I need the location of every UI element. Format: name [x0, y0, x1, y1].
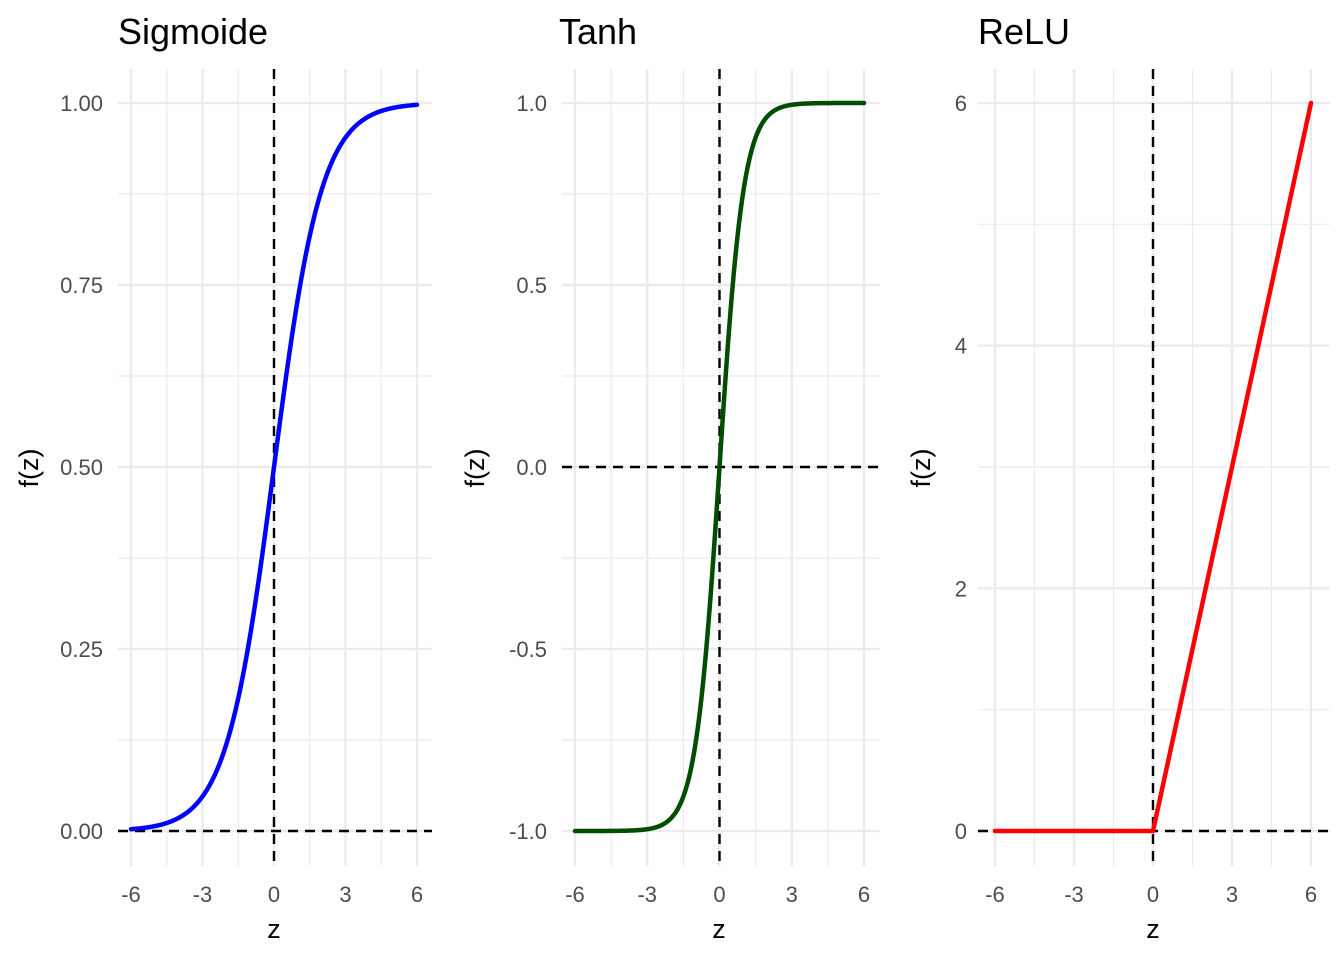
tanh-panel: -6 -3 0 3 6 -1.0 -0.5 0.0 0.5 1.0 z f(z) Tanh: [460, 11, 880, 944]
x-axis-label: z: [267, 914, 281, 944]
relu-panel: -6 -3 0 3 6 0 2 4 6 z f(z) ReLU: [906, 11, 1330, 944]
y-tick-label: -1.0: [509, 819, 547, 844]
x-tick-label: 3: [339, 882, 351, 907]
x-tick-label: -3: [637, 882, 657, 907]
x-tick-label: 6: [858, 882, 870, 907]
x-tick-label: -6: [565, 882, 585, 907]
x-tick-label: 6: [411, 882, 423, 907]
y-tick-label: 4: [955, 334, 967, 359]
y-tick-label: 1.00: [60, 91, 103, 116]
x-tick-label: 3: [1226, 882, 1238, 907]
x-tick-label: -6: [121, 882, 141, 907]
y-tick-label: 0.0: [516, 455, 547, 480]
x-tick-label: 6: [1305, 882, 1317, 907]
series-line: [572, 100, 867, 834]
y-tick-label: 0.75: [60, 273, 103, 298]
panel-title: Tanh: [559, 11, 637, 52]
y-axis-label: f(z): [460, 449, 490, 488]
y-tick-label: 0.25: [60, 637, 103, 662]
panel-title: Sigmoide: [118, 11, 268, 52]
y-tick-label: 2: [955, 576, 967, 601]
y-axis-label: f(z): [14, 449, 44, 488]
y-axis-label: f(z): [906, 449, 936, 488]
x-tick-label: -6: [985, 882, 1005, 907]
x-tick-label: -3: [193, 882, 213, 907]
y-tick-label: -0.5: [509, 637, 547, 662]
x-tick-label: 0: [713, 882, 725, 907]
panel-title: ReLU: [978, 11, 1070, 52]
x-tick-label: 0: [1147, 882, 1159, 907]
y-tick-label: 0.50: [60, 455, 103, 480]
y-tick-label: 6: [955, 91, 967, 116]
y-tick-label: 0.00: [60, 819, 103, 844]
series-line: [128, 102, 420, 832]
x-axis-label: z: [712, 914, 726, 944]
x-tick-label: -3: [1064, 882, 1084, 907]
x-axis-label: z: [1146, 914, 1160, 944]
y-tick-label: 1.0: [516, 91, 547, 116]
y-tick-label: 0.5: [516, 273, 547, 298]
series-line: [992, 100, 1314, 834]
y-tick-label: 0: [955, 819, 967, 844]
sigmoid-panel: -6 -3 0 3 6 0.00 0.25 0.50 0.75 1.00 z f(z) Sigmoide: [14, 11, 432, 944]
x-tick-label: 3: [786, 882, 798, 907]
x-tick-label: 0: [268, 882, 280, 907]
